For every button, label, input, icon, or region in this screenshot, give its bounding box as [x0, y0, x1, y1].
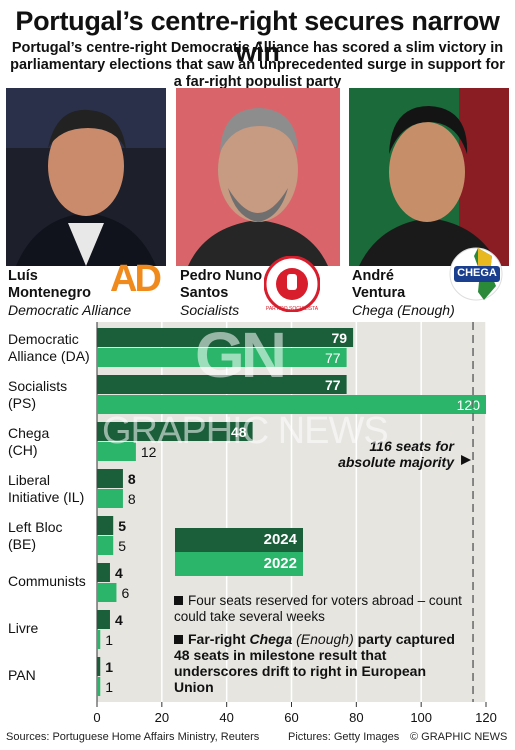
photo-santos [176, 88, 340, 266]
x-tick-label: 0 [93, 710, 100, 725]
x-tick-label: 120 [475, 710, 497, 725]
data-label-2022-6: 1 [105, 632, 113, 648]
majority-label: 116 seats for absolute majority [338, 438, 454, 470]
data-label-2024-6: 4 [115, 612, 123, 628]
data-label-2024-7: 1 [105, 659, 113, 675]
data-label-2024-4: 5 [118, 518, 126, 534]
bullet-square-icon [174, 596, 183, 605]
bar-2022-3 [97, 489, 123, 508]
person-party-santos: Socialists [180, 302, 240, 318]
data-label-2024-3: 8 [128, 471, 136, 487]
photo-ventura [349, 88, 509, 266]
data-label-2022-7: 1 [105, 679, 113, 695]
page-subtitle: Portugal’s centre-right Democratic Allia… [10, 40, 505, 90]
bar-2022-2 [97, 442, 136, 461]
category-label: Democratic Alliance (DA) [8, 331, 90, 364]
data-label-2024-5: 4 [115, 565, 123, 581]
majority-arrow-icon [461, 455, 472, 465]
ps-logo: PARTIDO SOCIALISTA [263, 255, 321, 313]
bar-2024-3 [97, 469, 123, 488]
x-tick-label: 40 [219, 710, 233, 725]
category-label: Communists [8, 573, 86, 589]
category-label: Left Bloc (BE) [8, 519, 63, 552]
page-title: Portugal’s centre-right secures narrow w… [15, 6, 500, 67]
x-tick-label: 100 [410, 710, 432, 725]
data-label-2024-2: 48 [231, 424, 247, 440]
bar-2024-0 [97, 328, 354, 347]
bar-2024-2 [97, 422, 253, 441]
footer-sources: Sources: Portuguese Home Affairs Ministr… [6, 731, 260, 743]
person-party-ventura: Chega (Enough) [352, 302, 455, 318]
bar-2024-4 [97, 516, 114, 535]
category-label: Socialists (PS) [8, 378, 68, 411]
x-tick-label: 80 [349, 710, 363, 725]
data-label-2022-5: 6 [121, 585, 129, 601]
data-label-2022-4: 5 [118, 538, 126, 554]
category-label: PAN [8, 667, 36, 683]
bar-2024-7 [97, 657, 101, 676]
data-label-2022-0: 77 [325, 350, 341, 366]
bar-2024-1 [97, 375, 347, 394]
bar-2024-5 [97, 563, 110, 582]
ad-logo: AD [110, 258, 162, 300]
person-name-montenegro: Luís Montenegro [8, 268, 91, 301]
legend-2024: 2024 [175, 528, 303, 552]
bar-2022-4 [97, 536, 114, 555]
person-name-ventura: André Ventura [352, 268, 406, 301]
person-name-santos: Pedro Nuno Santos [180, 268, 263, 301]
category-label: Liberal Initiative (IL) [8, 472, 85, 505]
data-label-2022-3: 8 [128, 491, 136, 507]
person-party-montenegro: Democratic Alliance [8, 302, 132, 318]
bar-2022-6 [97, 630, 101, 649]
footer-credit: © GRAPHIC NEWS [410, 731, 508, 743]
data-label-2022-2: 12 [141, 444, 157, 460]
footer-pictures: Pictures: Getty Images [288, 731, 400, 743]
note-chega: Far-right Chega (Enough) party captured … [174, 631, 455, 695]
x-tick-label: 20 [155, 710, 169, 725]
legend-2022: 2022 [175, 552, 303, 576]
category-label: Livre [8, 620, 39, 636]
chega-logo: CHEGA [448, 242, 506, 306]
data-label-2024-1: 77 [325, 377, 341, 393]
bar-2022-0 [97, 348, 347, 367]
photo-montenegro [6, 88, 166, 266]
bar-2022-7 [97, 677, 101, 696]
category-label: Chega (CH) [8, 425, 50, 458]
bullet-square-icon [174, 635, 183, 644]
bar-2024-6 [97, 610, 110, 629]
note-voters-abroad: Four seats reserved for voters abroad – … [174, 593, 462, 624]
bar-2022-1 [97, 395, 486, 414]
x-tick-label: 60 [284, 710, 298, 725]
data-label-2022-1: 120 [457, 397, 481, 413]
bar-2022-5 [97, 583, 117, 602]
data-label-2024-0: 79 [332, 330, 348, 346]
